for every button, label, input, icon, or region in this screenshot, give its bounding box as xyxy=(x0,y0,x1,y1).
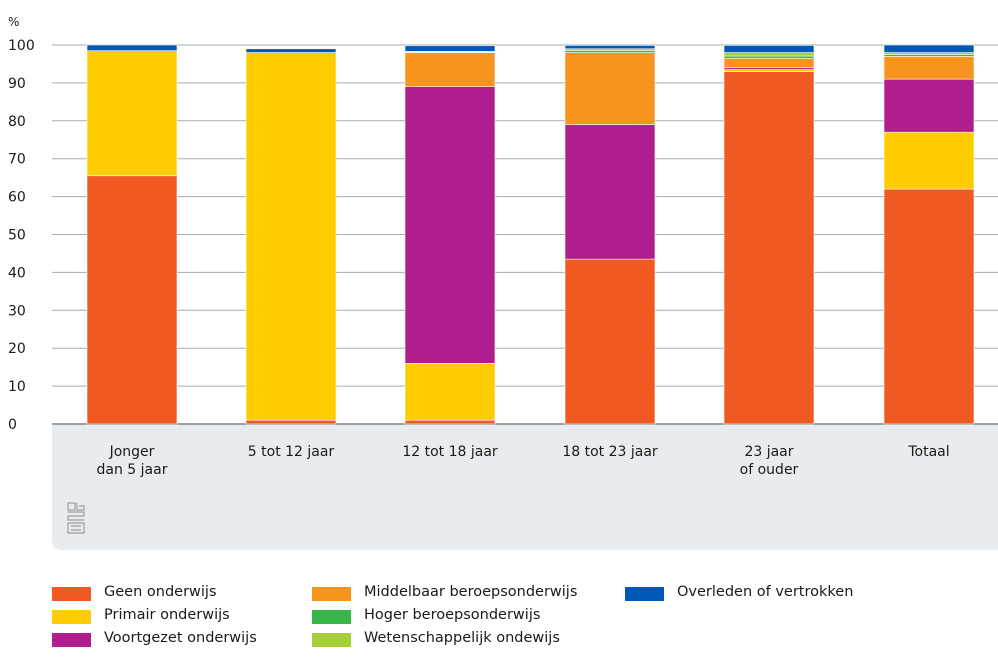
y-tick-label: 0 xyxy=(8,417,17,433)
y-tick-label: 100 xyxy=(8,38,35,54)
y-tick-label: 80 xyxy=(8,114,26,130)
axis-panel xyxy=(52,424,998,550)
bar-segment xyxy=(404,419,496,425)
bar-segment xyxy=(245,48,337,53)
bar-segment xyxy=(404,86,496,364)
bar-segment xyxy=(86,44,178,51)
bar-segment xyxy=(883,78,975,133)
legend-swatch xyxy=(52,633,91,647)
legend-label: Voortgezet onderwijs xyxy=(104,630,257,646)
legend-label: Primair onderwijs xyxy=(104,607,230,623)
legend-label: Overleden of vertrokken xyxy=(677,584,854,600)
bar-segment xyxy=(723,45,815,53)
cbs-logo-icon xyxy=(67,502,85,534)
legend-swatch xyxy=(52,587,91,601)
bar-segment xyxy=(883,131,975,190)
bar-segment xyxy=(404,52,496,87)
bar-segment xyxy=(723,57,815,69)
y-tick-label: 60 xyxy=(8,190,26,206)
bar-segment xyxy=(564,45,656,50)
x-tick-label: 12 tot 18 jaar xyxy=(402,444,498,460)
legend-swatch xyxy=(312,633,351,647)
bar-segment xyxy=(245,52,337,421)
legend-swatch xyxy=(312,610,351,624)
legend-swatch xyxy=(312,587,351,601)
x-tick-label: Totaal xyxy=(907,444,949,460)
stacked-bar-chart: % 0 10 20 30 40 50 60 70 80 90 100 Jonger dan 5 jaa… xyxy=(8,15,998,550)
bar-segment xyxy=(86,175,178,425)
legend-swatch xyxy=(52,610,91,624)
bar-segment xyxy=(404,45,496,52)
bar-segment xyxy=(723,52,815,57)
x-tick-label: 23 jaar of ouder xyxy=(740,444,799,478)
legend-label: Hoger beroepsonderwijs xyxy=(364,607,541,623)
x-tick-label: 5 tot 12 jaar xyxy=(248,444,335,460)
y-tick-label: 20 xyxy=(8,341,26,357)
y-tick-label: 10 xyxy=(8,379,26,395)
bar-segment xyxy=(883,56,975,80)
bar-segment xyxy=(245,419,337,425)
bar-segment xyxy=(883,188,975,425)
legend: Geen onderwijs Primair onderwijs Voortgeze… xyxy=(52,584,992,660)
legend-label: Geen onderwijs xyxy=(104,584,217,600)
bar-segment xyxy=(723,55,815,59)
y-tick-label: 40 xyxy=(8,265,26,281)
bars xyxy=(86,44,975,425)
bar-segment xyxy=(564,52,656,125)
gridlines xyxy=(52,44,998,387)
y-tick-label: 50 xyxy=(8,228,26,244)
y-tick-labels: 0 10 20 30 40 50 60 70 80 90 100 xyxy=(8,38,35,433)
y-tick-label: 90 xyxy=(8,76,26,92)
bar-segment xyxy=(564,124,656,260)
bar-segment xyxy=(404,363,496,421)
y-tick-label: 30 xyxy=(8,303,26,319)
bar-segment xyxy=(723,71,815,425)
x-tick-labels: Jonger dan 5 jaar 5 tot 12 jaar 12 tot 18 j… xyxy=(97,444,950,478)
legend-label: Middelbaar beroepsonderwijs xyxy=(364,584,578,600)
x-tick-label: Jonger dan 5 jaar xyxy=(97,444,168,478)
bar-segment xyxy=(883,44,975,53)
legend-label: Wetenschappelijk ondewijs xyxy=(364,630,560,646)
bar-segment xyxy=(564,258,656,425)
y-tick-label: 70 xyxy=(8,152,26,168)
bar-segment xyxy=(86,50,178,177)
x-tick-label: 18 tot 23 jaar xyxy=(562,444,658,460)
legend-swatch xyxy=(625,587,664,601)
y-axis-unit: % xyxy=(8,15,19,29)
